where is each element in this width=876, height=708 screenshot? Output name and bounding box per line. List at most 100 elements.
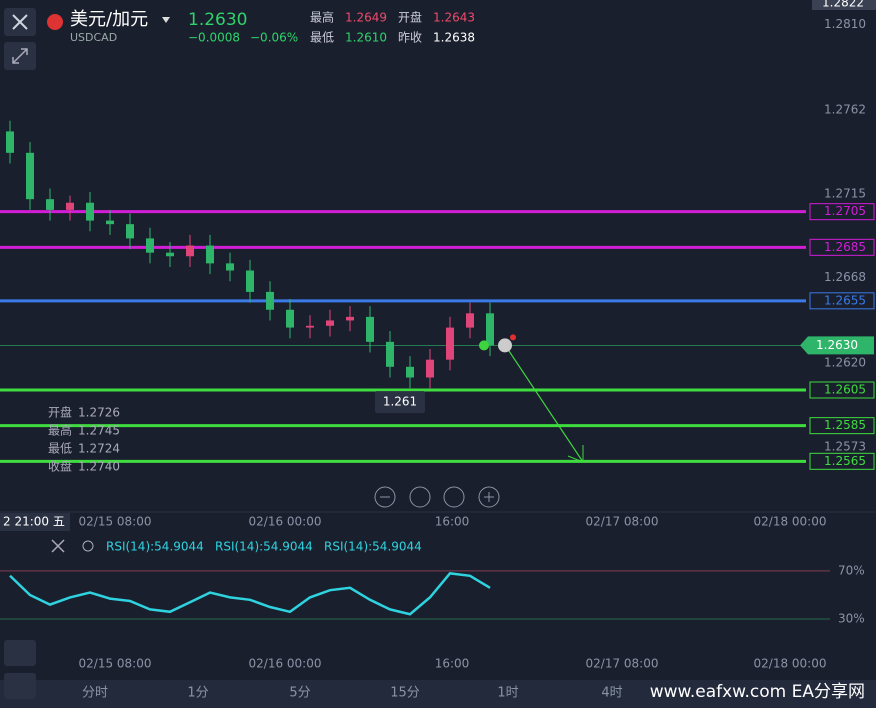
next[interactable] [443,486,465,508]
ohlc-label: 最高 [48,423,72,438]
ohlc-label: 收盘 [48,459,72,474]
ohlc-value: 1.2745 [78,424,120,438]
tab[interactable]: 15分 [390,686,420,701]
rsi-label: RSI(14):54.9044 [215,540,313,554]
candle-body [286,309,294,328]
cursor-time: 2 21:00 五 [3,515,65,529]
zoom-in[interactable] [478,486,500,508]
tab[interactable]: 4时 [601,686,622,701]
level-label: 1.2565 [824,454,866,468]
tab[interactable]: 5分 [289,686,310,701]
candle-body [486,313,494,346]
rsi-time-label: 02/17 08:00 [586,657,659,671]
cursor-time-box [0,513,70,531]
candle-body [186,245,194,257]
candle-body [366,316,374,342]
ohlc-label: 开盘 [48,405,72,420]
rsi-level-label: 70% [838,563,865,577]
open-label: 开盘 [398,10,422,25]
candle-body [126,224,134,239]
level-box [809,381,875,399]
y-tick-label: 1.2668 [824,270,866,284]
low: 1.2610 [345,31,387,45]
prev-label: 昨收 [398,31,422,45]
level-label: 1.2655 [824,293,866,307]
level-label: 1.2705 [824,204,866,218]
y-tick-label: 1.2762 [824,103,866,117]
candle-body [266,291,274,310]
y-tick-label: 1.2715 [824,186,866,200]
prev: 1.2638 [433,31,475,45]
candle-body [206,245,214,264]
top-price-box [812,0,876,10]
candle-body [406,366,414,378]
level-box [809,452,875,470]
high-label: 最高 [310,10,334,25]
dropdown-icon[interactable] [162,17,170,23]
level-box [809,292,875,310]
y-tick-label: 1.2573 [824,440,866,454]
trend-arrow [504,344,584,463]
draw-button[interactable] [4,640,36,666]
rsi-close[interactable] [51,539,65,553]
time-label: 02/15 08:00 [79,515,152,529]
rsi-time-label: 02/15 08:00 [79,657,152,671]
candle-body [146,238,154,253]
candle-body [246,270,254,292]
current-box [800,336,874,355]
rsi-settings[interactable] [82,540,94,552]
tab[interactable]: 分时 [82,686,108,701]
candle-body [466,313,474,328]
y-tick-label: 1.2810 [824,17,866,31]
rsi-label: RSI(14):54.9044 [324,540,422,554]
level-box [809,417,875,435]
close-icon [12,14,28,30]
last-dot [479,340,489,351]
low-tooltip [375,391,425,414]
level-box [809,238,875,256]
time-label: 02/17 08:00 [586,515,659,529]
rsi-line [9,572,491,616]
prev[interactable] [409,486,431,508]
watermark: www.eafxw.com EA分享网 [650,682,865,702]
time-label: 16:00 [435,515,470,529]
level-label: 1.2685 [824,240,866,254]
ohlc-value: 1.2724 [78,442,120,456]
alert-dot [510,334,516,341]
candle-body [426,359,434,378]
indicator-button[interactable] [4,673,36,699]
rsi-time-label: 02/18 00:00 [754,657,827,671]
current-label: 1.2630 [816,338,858,352]
symbol: USDCAD [70,31,117,44]
change-pct: −0.06% [250,31,298,45]
candle-body [326,320,334,326]
y-tick-label: 1.2620 [824,356,866,370]
rsi-time-label: 02/16 00:00 [249,657,322,671]
collapse-icon [12,48,28,64]
tab[interactable]: 1时 [497,686,518,701]
time-label: 02/18 00:00 [754,515,827,529]
tab[interactable]: 1分 [187,686,208,701]
pair-name[interactable]: 美元/加元 [70,9,148,30]
low-label: 最低 [310,31,334,45]
candle-body [446,327,454,360]
candle-body [106,220,114,225]
level-label: 1.2605 [824,382,866,396]
ohlc-value: 1.2740 [78,460,120,474]
candle-body [46,199,54,210]
level-label: 1.2585 [824,418,866,432]
zoom-out[interactable] [374,486,396,508]
candle-body [346,316,354,321]
ohlc-value: 1.2726 [78,406,120,420]
rsi-time-label: 16:00 [435,657,470,671]
candle-body [26,152,34,200]
candle-body [386,341,394,367]
rsi-level-label: 30% [838,612,865,626]
high: 1.2649 [345,11,387,25]
change: −0.0008 [188,31,240,45]
candle-body [226,263,234,271]
candle-body [166,252,174,257]
rsi-label: RSI(14):54.9044 [106,540,204,554]
